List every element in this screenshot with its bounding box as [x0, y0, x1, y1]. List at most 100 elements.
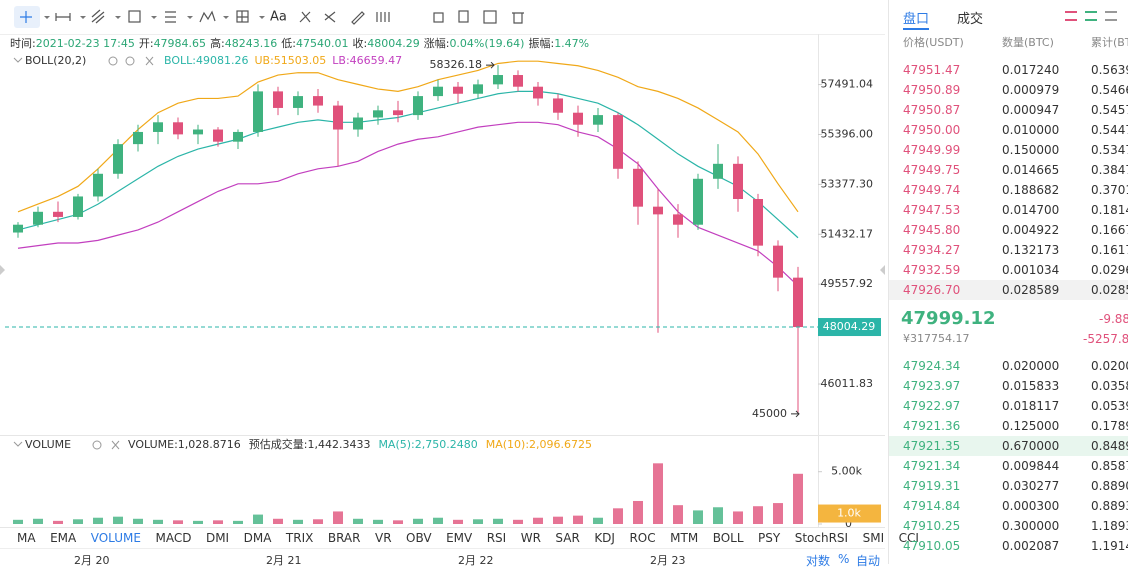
- indicator-tab[interactable]: MA: [17, 531, 36, 545]
- indicator-tab[interactable]: KDJ: [594, 531, 615, 545]
- indicator-tab[interactable]: OBV: [406, 531, 432, 545]
- indicator-tab[interactable]: RSI: [486, 531, 507, 545]
- volume-bar: [353, 518, 363, 524]
- book-row[interactable]: 47949.99 0.150000 0.53476: [889, 140, 1128, 160]
- indicator-tab[interactable]: SAR: [555, 531, 580, 545]
- candle-body: [213, 129, 223, 142]
- dropdown-arrows[interactable]: [44, 16, 265, 19]
- indicator-tab[interactable]: WR: [520, 531, 541, 545]
- book-row[interactable]: 47949.75 0.014665 0.38476: [889, 160, 1128, 180]
- indicator-tab[interactable]: DMI: [205, 531, 230, 545]
- book-tab[interactable]: 盘口: [903, 12, 930, 27]
- book-row[interactable]: 47921.34 0.009844 0.85879: [889, 456, 1128, 476]
- volume-bar: [93, 517, 103, 524]
- price: 47950.87: [903, 103, 961, 117]
- volume-bar: [193, 520, 203, 524]
- book-row[interactable]: 47949.74 0.188682 0.37010: [889, 180, 1128, 200]
- indicator-tab[interactable]: DMA: [243, 531, 272, 545]
- book-row[interactable]: 47945.80 0.004922 0.16671: [889, 220, 1128, 240]
- price: 47947.53: [903, 203, 961, 217]
- panel-icons[interactable]: [13, 56, 154, 450]
- total: 0.88937: [1091, 499, 1128, 513]
- scale-option[interactable]: %: [838, 552, 850, 566]
- indicator-tab[interactable]: BOLL: [712, 531, 744, 545]
- scale-option[interactable]: 对数: [806, 554, 831, 568]
- price: 47924.34: [903, 359, 961, 373]
- total: 0.18141: [1091, 203, 1128, 217]
- book-row[interactable]: 47932.59 0.001034 0.02962: [889, 260, 1128, 280]
- candle-body: [593, 115, 603, 125]
- total: 0.03583: [1091, 379, 1128, 393]
- book-row[interactable]: 47910.25 0.300000 1.18937: [889, 516, 1128, 536]
- volume-legend: VOLUME:1,028.8716: [128, 438, 241, 451]
- indicator-tab[interactable]: VOLUME: [90, 531, 141, 545]
- y-tick-label: 57491.04: [821, 78, 874, 91]
- quantity: 0.125000: [1002, 419, 1060, 433]
- indicator-tab[interactable]: VR: [374, 531, 392, 545]
- book-tab[interactable]: 成交: [957, 12, 984, 27]
- volume-bar: [293, 519, 303, 524]
- indicator-tab[interactable]: BRAR: [327, 531, 361, 545]
- volume-bar: [773, 503, 783, 524]
- info-value: 0.04%(19.64): [449, 37, 524, 50]
- indicator-tab[interactable]: StochRSI: [794, 531, 849, 545]
- info-label: 时间:: [10, 37, 36, 50]
- book-row[interactable]: 47924.34 0.020000 0.02000: [889, 356, 1128, 376]
- scale-option[interactable]: 自动: [856, 554, 881, 568]
- book-row[interactable]: 47934.27 0.132173 0.16179: [889, 240, 1128, 260]
- tool-icons[interactable]: [20, 9, 524, 25]
- candle-body: [53, 211, 63, 217]
- book-row[interactable]: 47950.89 0.000979 0.54669: [889, 80, 1128, 100]
- indicator-tab[interactable]: MACD: [155, 531, 192, 545]
- indicator-tab[interactable]: CCI: [898, 531, 919, 545]
- volume-bar: [33, 518, 43, 524]
- column-header: 价格(USDT): [903, 36, 964, 49]
- book-row[interactable]: 47950.00 0.010000 0.54476: [889, 120, 1128, 140]
- info-label: 开:: [139, 37, 154, 50]
- book-row[interactable]: 47926.70 0.028589 0.02858: [889, 280, 1128, 300]
- layout-icon[interactable]: [1105, 11, 1117, 21]
- text-tool[interactable]: Aa: [270, 10, 287, 25]
- book-row[interactable]: 47947.53 0.014700 0.18141: [889, 200, 1128, 220]
- indicator-tab[interactable]: EMV: [446, 531, 473, 545]
- price: 47945.80: [903, 223, 961, 237]
- indicator-tab[interactable]: SMI: [862, 531, 885, 545]
- quantity: 0.017240: [1002, 63, 1060, 77]
- price: 47921.36: [903, 419, 961, 433]
- candle-body: [153, 122, 163, 132]
- book-row[interactable]: 47910.05 0.002087 1.19145: [889, 536, 1128, 556]
- last-price-badge: [818, 318, 881, 337]
- indicator-tabs: MA EMA VOLUME MACD DMI DMA TRIX BRAR VR OBV EMV RSI…: [17, 531, 919, 545]
- info-label: 涨幅:: [424, 37, 450, 50]
- price: 47950.89: [903, 83, 961, 97]
- book-row[interactable]: 47921.36 0.125000 0.17895: [889, 416, 1128, 436]
- layout-icon[interactable]: [1065, 11, 1077, 21]
- total: 1.18937: [1091, 519, 1128, 533]
- book-row[interactable]: 47922.97 0.018117 0.05395: [889, 396, 1128, 416]
- book-row[interactable]: 47921.35 0.670000 0.84895: [889, 436, 1128, 456]
- quantity: 0.015833: [1002, 379, 1060, 393]
- layout-icon[interactable]: [1085, 11, 1097, 21]
- volume-bar: [513, 519, 523, 524]
- total: 0.54669: [1091, 83, 1128, 97]
- price: 47951.47: [903, 63, 961, 77]
- indicator-tab[interactable]: MTM: [670, 531, 699, 545]
- indicator-tab[interactable]: PSY: [758, 531, 781, 545]
- book-row[interactable]: 47923.97 0.015833 0.03583: [889, 376, 1128, 396]
- indicator-tab[interactable]: ROC: [629, 531, 656, 545]
- indicator-tab[interactable]: EMA: [50, 531, 77, 545]
- volume-bar: [473, 519, 483, 524]
- book-row[interactable]: 47950.87 0.000947 0.54571: [889, 100, 1128, 120]
- total: 0.37010: [1091, 183, 1128, 197]
- total: 0.02858: [1091, 283, 1128, 297]
- volume-bar: [213, 520, 223, 524]
- book-row[interactable]: 47951.47 0.017240 0.56393: [889, 60, 1128, 80]
- volume-bar: [713, 507, 723, 524]
- indicator-tab[interactable]: TRIX: [285, 531, 314, 545]
- price: 47950.00: [903, 123, 961, 137]
- book-row[interactable]: 47914.84 0.000300 0.88937: [889, 496, 1128, 516]
- side-handles[interactable]: [0, 265, 885, 275]
- book-row[interactable]: 47919.31 0.030277 0.88907: [889, 476, 1128, 496]
- band-line: [17, 60, 799, 213]
- total: 0.53476: [1091, 143, 1128, 157]
